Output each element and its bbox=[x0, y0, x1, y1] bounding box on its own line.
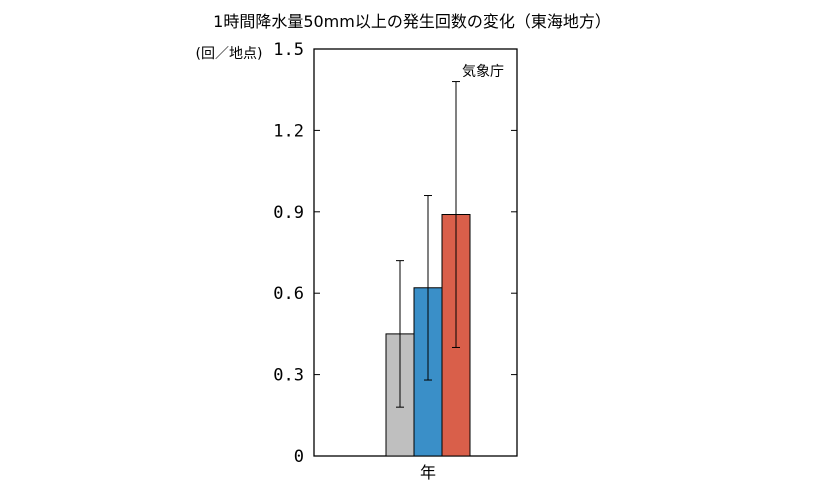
y-axis: 0 0.3 0.6 0.9 1.2 1.5 bbox=[273, 40, 517, 467]
y-tick-label: 0.6 bbox=[273, 284, 304, 304]
y-tick-label: 1.2 bbox=[273, 121, 304, 141]
x-axis-label: 年 bbox=[420, 463, 436, 482]
y-axis-unit-label: (回／地点) bbox=[196, 46, 263, 62]
source-annotation: 気象庁 bbox=[462, 64, 504, 80]
error-bars bbox=[396, 81, 460, 408]
y-tick-label: 0.9 bbox=[273, 203, 304, 223]
y-tick-label: 1.5 bbox=[273, 40, 304, 60]
y-tick-label: 0.3 bbox=[273, 366, 304, 386]
chart-title: 1時間降水量50mm以上の発生回数の変化（東海地方） bbox=[213, 12, 611, 31]
y-tick-label: 0 bbox=[294, 447, 304, 467]
